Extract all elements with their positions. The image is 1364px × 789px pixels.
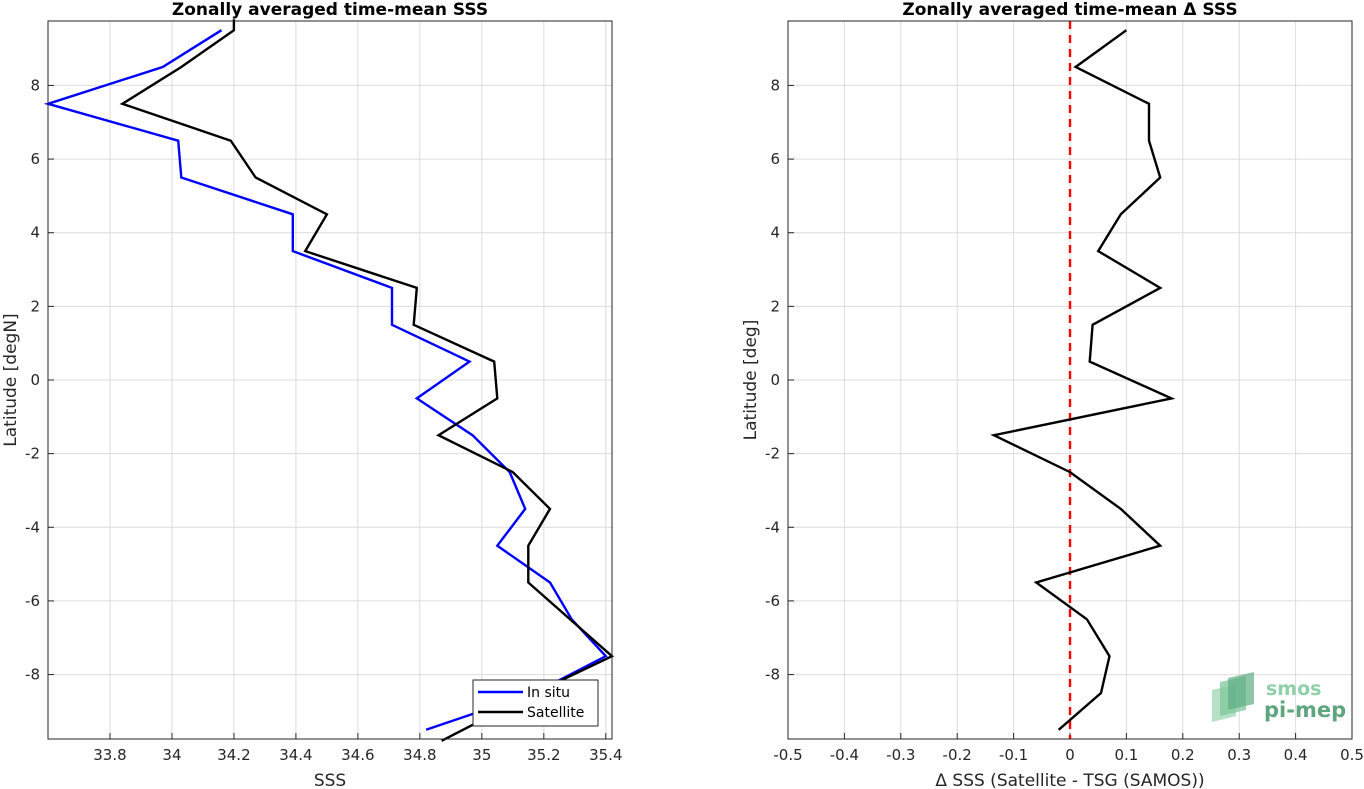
logo-text-pimep: pi-mep	[1264, 698, 1346, 722]
right-ytick-labels: 8 6 4 2 0 -2 -4 -6 -8	[765, 76, 780, 683]
right-y-tick-label: 0	[770, 371, 780, 389]
right-x-axis-label: Δ SSS (Satellite - TSG (SAMOS))	[935, 771, 1204, 789]
right-y-axis-label: Latitude [deg]	[741, 320, 761, 441]
right-x-tick-label: -0.5	[773, 746, 802, 764]
left-x-tick-label: 33.8	[93, 746, 126, 764]
right-x-tick-label: 0	[1065, 746, 1075, 764]
smos-pimep-logo: smos pi-mep	[1212, 672, 1346, 722]
right-y-tick-label: 6	[770, 150, 780, 168]
right-axes-box	[787, 20, 1353, 740]
right-y-tick-label: 8	[770, 76, 780, 94]
right-chart-title: Zonally averaged time-mean Δ SSS	[902, 0, 1237, 20]
left-y-tick-label: 8	[30, 76, 40, 94]
right-y-tick-label: -2	[765, 445, 780, 463]
right-y-tick-label: 4	[770, 224, 780, 242]
left-series-lines	[43, 19, 615, 742]
left-x-tick-label: 34	[162, 746, 181, 764]
right-x-tick-label: -0.1	[999, 746, 1028, 764]
left-y-tick-label: 0	[30, 371, 40, 389]
legend-entry-satellite: Satellite	[527, 705, 584, 721]
right-y-tick-label: -4	[765, 518, 780, 536]
left-series-line-satellite	[119, 19, 615, 742]
left-chart-title: Zonally averaged time-mean SSS	[172, 0, 488, 20]
left-y-tick-label: 4	[30, 224, 40, 242]
left-y-tick-label: 6	[30, 150, 40, 168]
right-y-tick-label: -8	[765, 666, 780, 684]
left-grid	[48, 21, 612, 739]
left-x-tick-label: 34.2	[217, 746, 250, 764]
left-x-axis-label: SSS	[314, 771, 346, 789]
left-series-line-in-situ	[43, 29, 608, 731]
left-y-tick-label: -2	[25, 445, 40, 463]
left-axes-box	[47, 20, 613, 740]
left-y-tick-label: 2	[30, 297, 40, 315]
right-x-tick-label: -0.2	[943, 746, 972, 764]
left-x-tick-label: 34.4	[279, 746, 312, 764]
legend: In situ Satellite	[472, 679, 599, 727]
right-x-tick-label: -0.3	[886, 746, 915, 764]
left-ytick-labels: 8 6 4 2 0 -2 -4 -6 -8	[25, 76, 40, 683]
left-x-tick-label: 34.8	[403, 746, 436, 764]
right-x-tick-label: 0.4	[1284, 746, 1308, 764]
right-x-tick-label: -0.4	[830, 746, 859, 764]
left-xtick-labels: 33.8 34 34.2 34.4 34.6 34.8 35 35.2 35.4	[93, 746, 622, 764]
legend-box	[472, 679, 599, 727]
right-x-tick-label: 0.3	[1227, 746, 1251, 764]
right-y-tick-label: -6	[765, 592, 780, 610]
left-y-tick-label: -4	[25, 518, 40, 536]
right-x-tick-label: 0.2	[1171, 746, 1195, 764]
left-x-tick-label: 35.2	[527, 746, 560, 764]
left-y-tick-label: -6	[25, 592, 40, 610]
logo-text-smos: smos	[1266, 678, 1321, 700]
logo-mark-icon	[1212, 672, 1254, 722]
right-panel: -0.5 -0.4 -0.3 -0.2 -0.1 0 0.1 0.2 0.3 0.4 0.5 8 6 4…	[741, 0, 1364, 789]
legend-entry-in-situ: In situ	[527, 685, 570, 701]
right-x-tick-label: 0.1	[1114, 746, 1138, 764]
left-panel: 33.8 34 34.2 34.4 34.6 34.8 35 35.2 35.4 8 6 4 2 0 -2…	[1, 0, 623, 789]
left-x-tick-label: 35.4	[589, 746, 622, 764]
right-y-tick-label: 2	[770, 297, 780, 315]
right-xtick-labels: -0.5 -0.4 -0.3 -0.2 -0.1 0 0.1 0.2 0.3 0.4 0.5	[773, 746, 1364, 764]
left-x-tick-label: 35	[472, 746, 491, 764]
right-series-line-delta-sss	[990, 29, 1176, 731]
right-series-lines	[990, 21, 1176, 739]
left-y-tick-label: -8	[25, 666, 40, 684]
left-x-tick-label: 34.6	[341, 746, 374, 764]
left-y-axis-label: Latitude [degN]	[1, 313, 21, 446]
right-x-tick-label: 0.5	[1340, 746, 1364, 764]
